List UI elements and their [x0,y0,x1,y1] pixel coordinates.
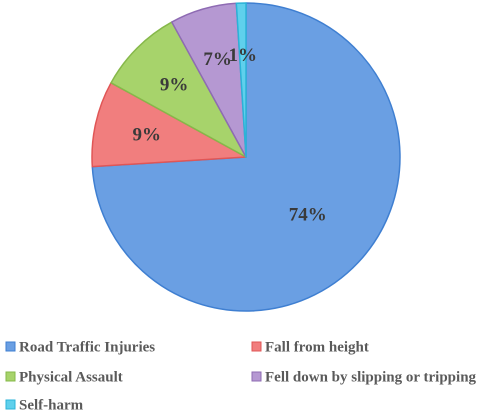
pie-slices [91,2,401,312]
data-label-self-harm: 1% [229,45,258,66]
data-label-fall-from-height: 9% [133,124,162,145]
pie-data-labels: 74% 9% 9% 7%1% [133,45,327,226]
pie-slice-self-harm [235,2,247,158]
legend-item-self-harm: Self-harm [5,397,84,413]
data-label-fell-down-by-slipping-or-tripping: 7% [203,49,232,70]
legend-item-physical-assault: Physical Assault [5,369,123,385]
legend-swatch-road-traffic-injuries [5,341,16,352]
legend-item-road-traffic-injuries: Road Traffic Injuries [5,339,155,355]
legend-label-self-harm: Self-harm [19,397,84,413]
legend-swatch-fell-down-by-slipping-or-tripping [251,371,262,382]
legend-label-road-traffic-injuries: Road Traffic Injuries [19,339,155,355]
legend-item-fell-down-by-slipping-or-tripping: Fell down by slipping or tripping [251,369,477,385]
legend-swatch-fall-from-height [251,341,262,352]
data-label-road-traffic-injuries: 74% [289,205,327,226]
data-label-physical-assault: 9% [160,75,189,96]
legend-swatch-self-harm [5,399,16,410]
legend-label-physical-assault: Physical Assault [19,369,123,385]
pie-slice-fall-from-height [91,82,247,168]
legend-label-fell-down-by-slipping-or-tripping: Fell down by slipping or tripping [265,369,477,385]
legend-swatch-physical-assault [5,371,16,382]
pie-slice-physical-assault [110,21,247,158]
legend-item-fall-from-height: Fall from height [251,339,369,355]
legend-label-fall-from-height: Fall from height [265,339,369,355]
legend: Road Traffic Injuries Fall from height Phy… [5,339,477,413]
